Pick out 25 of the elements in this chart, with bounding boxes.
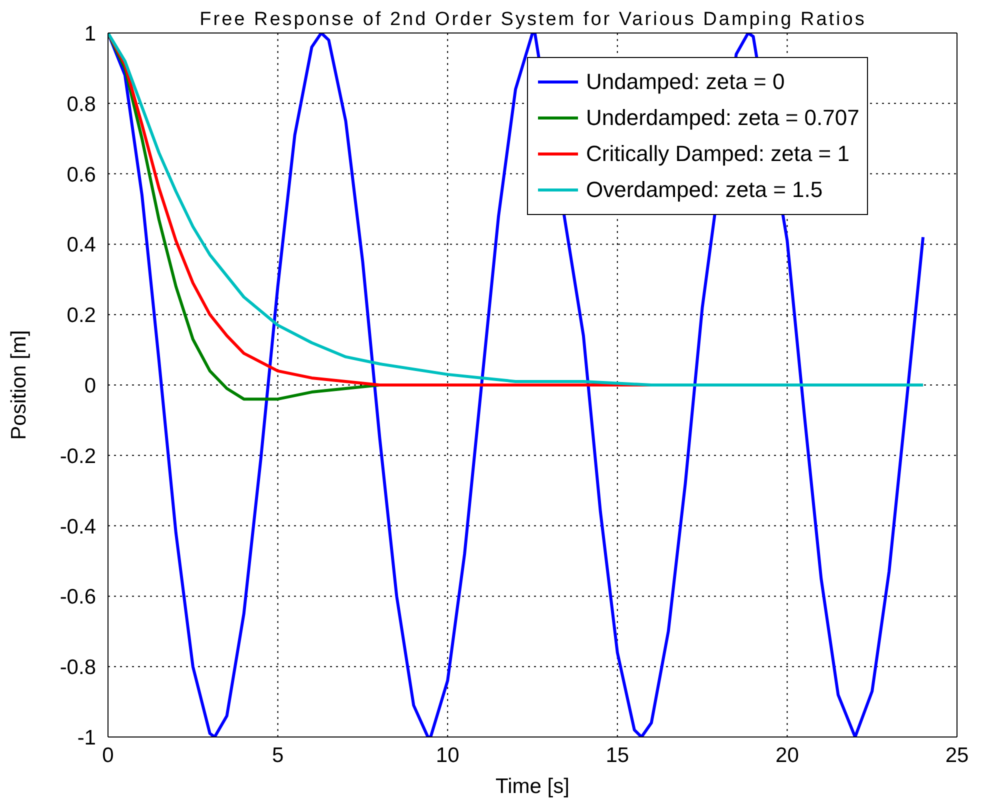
y-tick-label: 0.8 xyxy=(66,92,96,116)
legend-label: Underdamped: zeta = 0.707 xyxy=(586,105,860,131)
legend-label: Critically Damped: zeta = 1 xyxy=(586,141,850,167)
y-tick-label: -0.4 xyxy=(60,515,96,538)
chart-title: Free Response of 2nd Order System for Various Damping Ratios xyxy=(200,9,866,30)
y-tick-label: -0.2 xyxy=(60,444,96,468)
y-tick-label: 0.6 xyxy=(66,163,96,186)
y-tick-label: 0.2 xyxy=(66,304,96,328)
y-tick-label: -0.6 xyxy=(60,586,96,609)
y-tick-label: -0.8 xyxy=(60,656,96,680)
y-tick-label: 0.4 xyxy=(66,234,96,257)
line-series xyxy=(108,33,925,386)
y-axis-title: Position [m] xyxy=(7,330,30,440)
legend-label: Undamped: zeta = 0 xyxy=(586,69,785,95)
x-tick-label: 25 xyxy=(945,744,969,767)
x-tick-label: 20 xyxy=(776,744,799,767)
x-tick-label: 10 xyxy=(436,744,460,767)
y-tick-label: 0 xyxy=(84,374,96,398)
x-tick-label: 0 xyxy=(102,744,114,767)
y-tick-label: 1 xyxy=(84,22,96,46)
legend-label: Overdamped: zeta = 1.5 xyxy=(586,177,823,203)
x-axis-title: Time [s] xyxy=(496,775,570,798)
x-tick-label: 5 xyxy=(272,744,284,767)
x-tick-label: 15 xyxy=(606,744,630,767)
y-tick-label: -1 xyxy=(77,726,96,750)
